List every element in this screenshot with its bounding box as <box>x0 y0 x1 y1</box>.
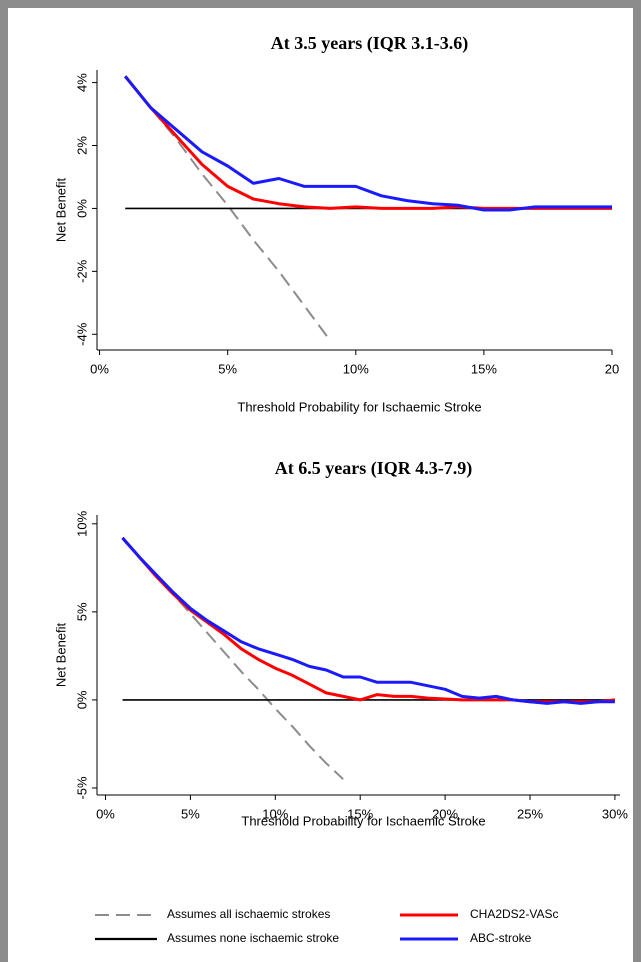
x-tick-label: 0% <box>96 806 115 821</box>
x-tick-label: 0% <box>90 361 109 376</box>
x-tick-label: 20% <box>432 806 458 821</box>
y-axis-title: Net Benefit <box>53 177 68 242</box>
legend-label: Assumes none ischaemic stroke <box>167 931 339 945</box>
x-tick-label: 25% <box>517 806 543 821</box>
x-axis-title: Threshold Probability for Ischaemic Stro… <box>237 399 481 414</box>
legend-label: Assumes all ischaemic strokes <box>167 907 330 921</box>
series-line: ABC-stroke <box>124 75 612 212</box>
y-tick-label: 5% <box>74 602 89 621</box>
x-tick-label: 20 <box>605 361 619 376</box>
y-tick-label: 4% <box>74 73 89 92</box>
x-tick-label: 15% <box>471 361 497 376</box>
y-tick-label: -5% <box>74 776 89 800</box>
x-tick-label: 30% <box>602 806 628 821</box>
x-tick-label: 5% <box>181 806 200 821</box>
x-tick-label: 5% <box>218 361 237 376</box>
y-tick-label: 0% <box>74 199 89 218</box>
y-tick-label: 2% <box>74 136 89 155</box>
y-tick-label: -4% <box>74 322 89 346</box>
x-tick-label: 15% <box>347 806 373 821</box>
legend-label: ABC-stroke <box>470 931 532 945</box>
x-tick-label: 10% <box>343 361 369 376</box>
y-tick-label: 0% <box>74 690 89 709</box>
series-line <box>121 536 615 705</box>
chart-title: At 6.5 years (IQR 4.3-7.9) <box>275 458 472 479</box>
chart-title: At 3.5 years (IQR 3.1-3.6) <box>271 33 468 54</box>
y-axis-title: Net Benefit <box>53 622 68 687</box>
x-tick-label: 10% <box>262 806 288 821</box>
y-tick-label: -2% <box>74 259 89 283</box>
legend-label: CHA2DS2-VASc <box>470 907 558 921</box>
x-axis-title: Threshold Probability for Ischaemic Stro… <box>241 813 485 828</box>
y-tick-label: 10% <box>74 510 89 536</box>
